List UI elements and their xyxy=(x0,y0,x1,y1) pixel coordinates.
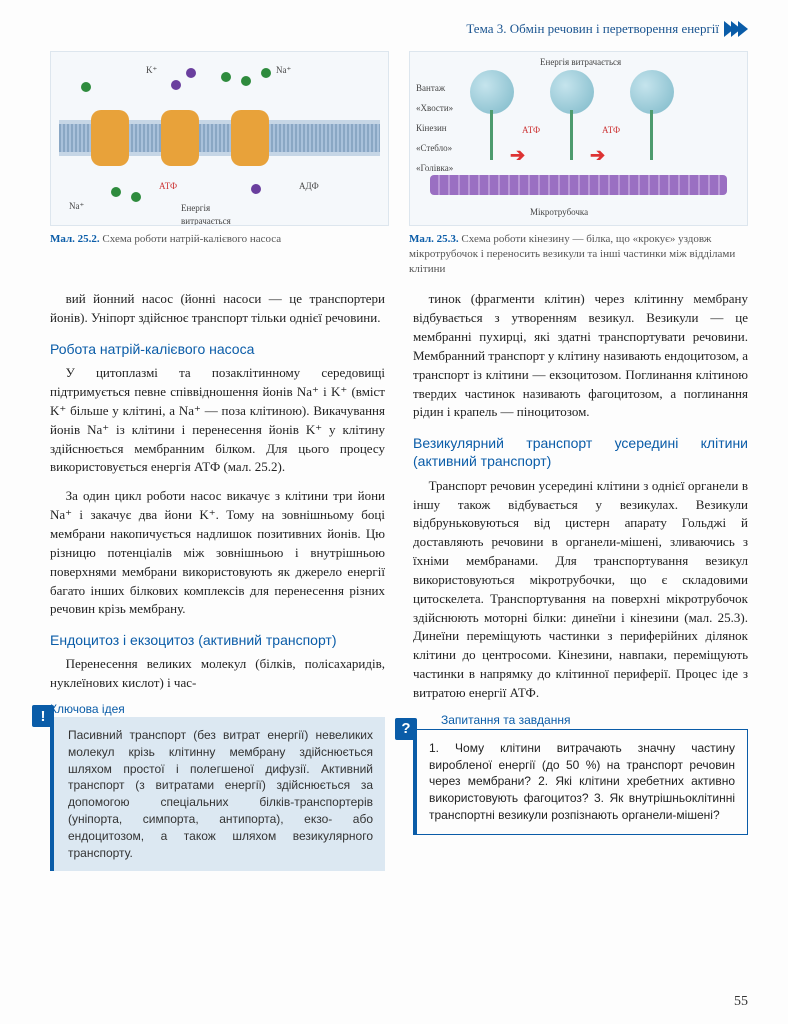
para-l2: У цитоплазмі та позаклітинному середовищ… xyxy=(50,364,385,477)
label-atp: АТФ xyxy=(522,124,540,137)
arrow-icon: ➔ xyxy=(590,142,605,168)
key-idea-text: Пасивний транспорт (без витрат енергії) … xyxy=(68,727,373,861)
page-number: 55 xyxy=(734,992,748,1012)
figure-25-3-caption: Мал. 25.3. Схема роботи кінезину — білка… xyxy=(409,232,748,277)
questions-text: 1. Чому клітини витрачають значну частин… xyxy=(429,740,735,824)
label-energy: Енергія витрачається xyxy=(181,202,261,226)
heading-sodium-pump: Робота натрій-калієвого насоса xyxy=(50,340,385,358)
question-icon: ? xyxy=(395,718,417,740)
para-l4: Перенесення великих молекул (білків, пол… xyxy=(50,655,385,693)
para-r2: Транспорт речовин усередині клітини з од… xyxy=(413,477,748,703)
label-tails: «Хвости» xyxy=(416,102,453,115)
label-kinesin: Кінезин xyxy=(416,122,447,135)
para-l1: вий йонний насос (йонні насоси — це тран… xyxy=(50,290,385,328)
para-r1: тинок (фрагменти клітин) через клітинну … xyxy=(413,290,748,422)
label-cargo: Вантаж xyxy=(416,82,445,95)
para-l3: За один цикл роботи насос викачує з кліт… xyxy=(50,487,385,619)
key-idea-title: Ключова ідея xyxy=(50,701,125,718)
label-na: Na⁺ xyxy=(276,64,291,77)
body-columns: вий йонний насос (йонні насоси — це тран… xyxy=(50,290,748,871)
topic-text: Тема 3. Обмін речовин і перетворення ене… xyxy=(466,20,719,39)
topic-header: Тема 3. Обмін речовин і перетворення ене… xyxy=(50,20,748,39)
questions-box: ? Запитання та завдання 1. Чому клітини … xyxy=(413,729,748,835)
label-na2: Na⁺ xyxy=(69,200,84,213)
arrow-icon: ➔ xyxy=(510,142,525,168)
label-atp: АТФ xyxy=(159,180,177,193)
key-idea-box: ! Ключова ідея Пасивний транспорт (без в… xyxy=(50,717,385,871)
right-column: тинок (фрагменти клітин) через клітинну … xyxy=(413,290,748,871)
label-k: K⁺ xyxy=(146,64,157,77)
figures-row: K⁺ Na⁺ Na⁺ АТФ АДФ Енергія витрачається … xyxy=(50,51,748,277)
caption-text: Схема роботи натрій-калієвого насоса xyxy=(102,233,281,245)
figure-25-2: K⁺ Na⁺ Na⁺ АТФ АДФ Енергія витрачається … xyxy=(50,51,389,277)
left-column: вий йонний насос (йонні насоси — це тран… xyxy=(50,290,385,871)
figure-25-3: ➔ ➔ Енергія витрачається Вантаж «Хвости»… xyxy=(409,51,748,277)
heading-endocytosis: Ендоцитоз і екзоцитоз (активний транспор… xyxy=(50,631,385,649)
label-energy: Енергія витрачається xyxy=(540,56,621,69)
chevron-decor xyxy=(727,21,748,37)
heading-vesicular: Везикулярний транспорт усередині клітини… xyxy=(413,434,748,470)
figure-25-3-diagram: ➔ ➔ Енергія витрачається Вантаж «Хвости»… xyxy=(409,51,748,226)
figure-25-2-diagram: K⁺ Na⁺ Na⁺ АТФ АДФ Енергія витрачається xyxy=(50,51,389,226)
label-microtubule: Мікротрубочка xyxy=(530,206,588,219)
label-stalk: «Стебло» xyxy=(416,142,452,155)
label-head: «Голівка» xyxy=(416,162,453,175)
questions-title: Запитання та завдання xyxy=(437,712,574,729)
label-adp: АДФ xyxy=(299,180,319,193)
caption-label: Мал. 25.2. xyxy=(50,233,100,245)
caption-label: Мал. 25.3. xyxy=(409,233,459,245)
label-atp2: АТФ xyxy=(602,124,620,137)
figure-25-2-caption: Мал. 25.2. Схема роботи натрій-калієвого… xyxy=(50,232,389,247)
